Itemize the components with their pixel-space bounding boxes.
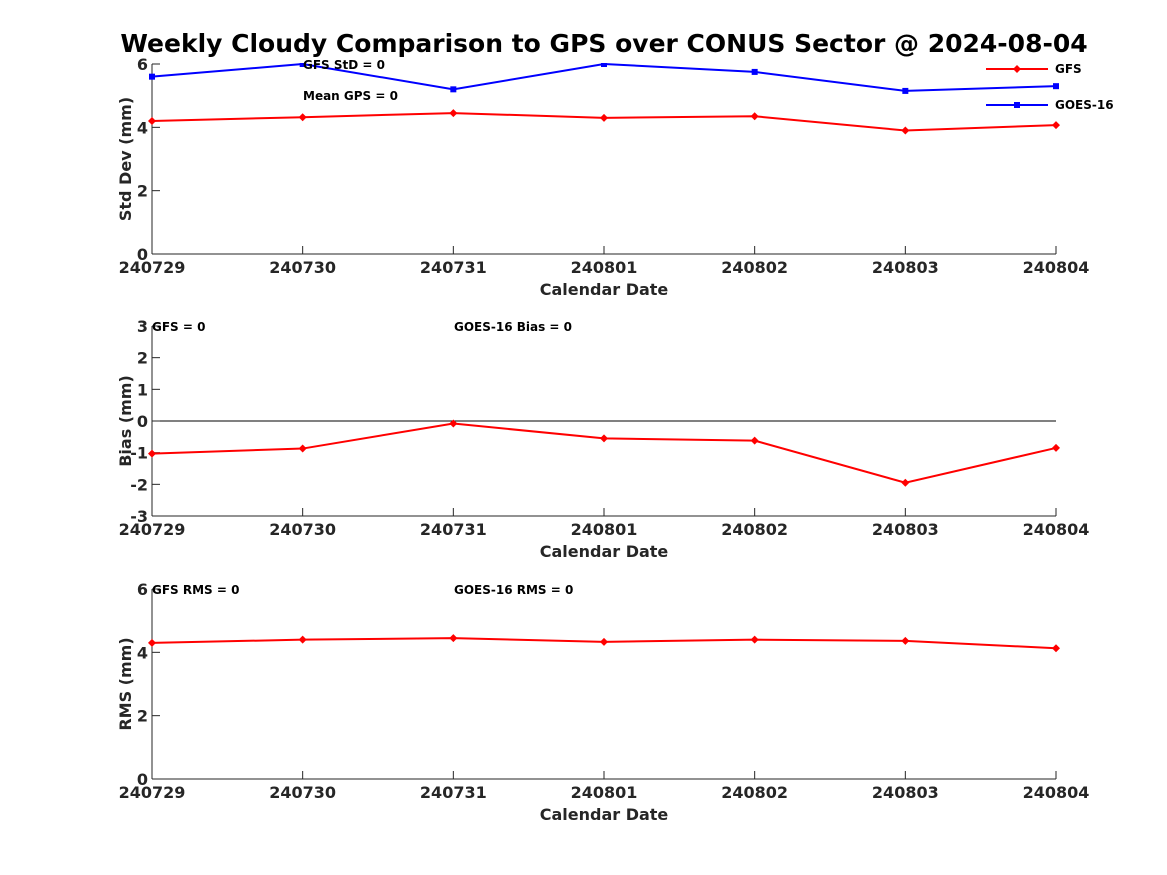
series-gfs <box>148 109 1060 135</box>
legend-label: GOES-16 <box>1055 98 1114 112</box>
data-point <box>298 444 307 453</box>
annotation: GFS = 0 <box>152 320 205 334</box>
y-axis-label: Std Dev (mm) <box>116 97 135 221</box>
y-tick-label: -2 <box>130 475 148 494</box>
annotation: GFS StD = 0 <box>303 58 385 72</box>
data-point <box>449 419 458 428</box>
data-point <box>148 638 156 647</box>
chart-title: Weekly Cloudy Comparison to GPS over CON… <box>120 29 1087 58</box>
x-axis-label: Calendar Date <box>540 805 669 824</box>
data-point <box>902 87 909 94</box>
chart-panel-3: 240729 240730 240731 240801 240802 240803 2408… <box>116 580 1089 824</box>
x-tick-label: 240729 <box>119 783 186 802</box>
x-tick-label: 240803 <box>872 520 939 539</box>
y-tick-label: 2 <box>137 182 148 201</box>
x-axis-label: Calendar Date <box>540 280 669 299</box>
data-point <box>450 86 457 93</box>
y-tick-label: -3 <box>130 507 148 526</box>
annotation: GOES-16 Bias = 0 <box>454 320 572 334</box>
x-tick-label: 240802 <box>721 783 788 802</box>
y-tick-label: 6 <box>137 55 148 74</box>
x-tick-label: 240731 <box>420 783 487 802</box>
data-point <box>1052 644 1060 653</box>
data-point <box>750 436 759 445</box>
data-point <box>751 68 758 75</box>
y-tick-label: 4 <box>137 118 148 137</box>
x-tick-label: 240801 <box>571 258 638 277</box>
y-tick-label: 2 <box>137 349 148 368</box>
x-tick-label: 240731 <box>420 520 487 539</box>
data-point <box>750 635 759 644</box>
x-tick-label: 240801 <box>571 520 638 539</box>
x-tick-label: 240802 <box>721 520 788 539</box>
x-tick-label: 240802 <box>721 258 788 277</box>
x-tick-label: 240730 <box>269 520 336 539</box>
x-tick-label: 240730 <box>269 783 336 802</box>
x-tick-label: 240730 <box>269 258 336 277</box>
x-tick-label: 240803 <box>872 258 939 277</box>
y-tick-label: 0 <box>137 770 148 789</box>
data-point <box>600 434 608 443</box>
annotation: Mean GPS = 0 <box>303 89 398 103</box>
data-point <box>600 113 608 122</box>
data-point <box>901 478 910 487</box>
data-point <box>1052 443 1060 452</box>
data-point <box>298 113 307 122</box>
data-point <box>600 637 608 646</box>
data-point <box>1053 83 1059 90</box>
data-point <box>148 117 156 125</box>
data-point <box>148 449 156 458</box>
x-tick-label: 240804 <box>1023 520 1090 539</box>
y-tick-label: 1 <box>137 380 148 399</box>
chart-panel-2: 240729 240730 240731 240801 240802 240803 2408… <box>116 317 1089 561</box>
data-point <box>149 73 155 80</box>
data-point <box>1052 121 1060 130</box>
y-tick-label: 0 <box>137 245 148 264</box>
y-tick-label: 2 <box>137 707 148 726</box>
series-line <box>151 422 1057 484</box>
y-axis-label: Bias (mm) <box>116 375 135 467</box>
series-gfs <box>148 634 1060 653</box>
y-tick-label: 3 <box>137 317 148 336</box>
series-goes-16 <box>149 63 1059 94</box>
data-point <box>901 126 910 135</box>
chart-panel-1: 240729 240730 240731 240801 240802 240803 2408… <box>116 55 1114 299</box>
y-tick-label: 4 <box>137 643 148 662</box>
x-tick-label: 240804 <box>1023 258 1090 277</box>
x-tick-label: 240804 <box>1023 783 1090 802</box>
data-point <box>299 63 306 67</box>
legend-label: GFS <box>1055 62 1082 76</box>
data-point <box>449 109 458 118</box>
legend-marker <box>1013 65 1021 73</box>
y-tick-label: -1 <box>130 444 148 463</box>
y-tick-label: 6 <box>137 580 148 599</box>
x-axis-label: Calendar Date <box>540 542 669 561</box>
data-point <box>449 634 458 643</box>
legend: GFS GOES-16 <box>986 62 1114 112</box>
data-point <box>750 112 759 121</box>
x-tick-label: 240729 <box>119 520 186 539</box>
series-gfs <box>148 419 1060 487</box>
annotation: GFS RMS = 0 <box>152 583 239 597</box>
annotation: GOES-16 RMS = 0 <box>454 583 573 597</box>
x-tick-label: 240801 <box>571 783 638 802</box>
x-tick-label: 240803 <box>872 783 939 802</box>
y-axis-label: RMS (mm) <box>116 637 135 730</box>
legend-marker <box>1014 102 1020 108</box>
x-tick-label: 240729 <box>119 258 186 277</box>
data-point <box>901 636 910 645</box>
y-tick-label: 0 <box>137 412 148 431</box>
data-point <box>601 63 607 67</box>
series-line <box>151 63 1057 92</box>
data-point <box>298 635 307 644</box>
x-tick-label: 240731 <box>420 258 487 277</box>
